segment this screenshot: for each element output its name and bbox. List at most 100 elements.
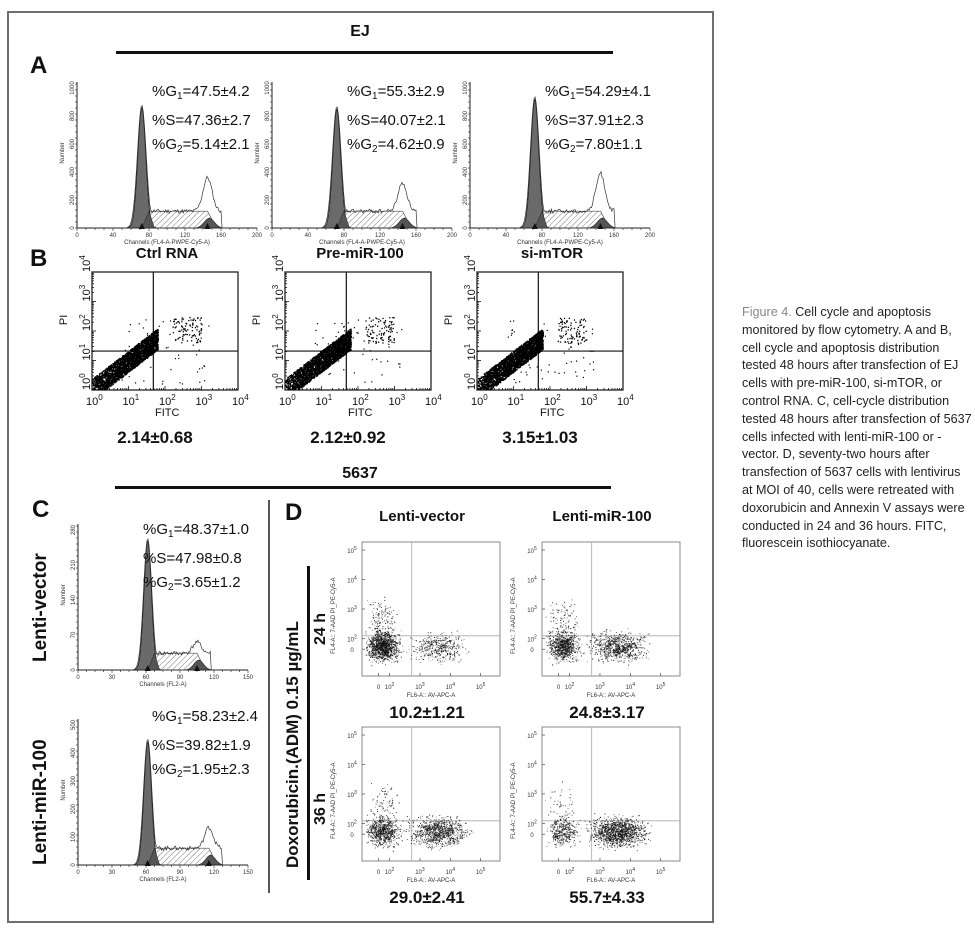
y-tick-label: 140 — [71, 594, 77, 605]
raw-histogram-outline — [318, 106, 426, 229]
y-tick-label: 0 — [71, 863, 77, 867]
stat-g2-value: =3.65±1.2 — [173, 574, 241, 591]
y-tick-label: 103 — [347, 790, 357, 799]
x-tick-label: 40 — [305, 233, 312, 239]
y-tick-label: 400 — [71, 747, 77, 758]
y-axis-label: PI — [251, 315, 263, 325]
stat-g1: %G1=48.37±1.0 — [143, 518, 249, 547]
x-tick-label: 30 — [109, 870, 116, 876]
y-tick-label: 102 — [347, 634, 357, 643]
stat-g2: %G2=5.14±2.1 — [152, 133, 251, 162]
y-axis-label: PI — [443, 315, 455, 325]
s-phase-area — [336, 210, 413, 229]
cell-cycle-histogram: 0 40 80 120 160 20002004006008001000NumberCha… — [255, 81, 458, 246]
subscript: 2 — [570, 144, 576, 155]
y-tick-label: 103 — [347, 605, 357, 614]
peak-marker — [204, 223, 211, 229]
y-tick-label: 600 — [265, 138, 271, 149]
stat-g1-value: =55.3±2.9 — [377, 83, 445, 100]
peak-marker — [138, 223, 145, 229]
column-title: Lenti-vector — [379, 508, 465, 525]
stat-g2-label: %G — [143, 574, 169, 591]
x-tick-label: 0 — [76, 870, 80, 876]
g2-peak — [184, 659, 212, 671]
y-tick-label: 600 — [463, 138, 469, 149]
subscript: 2 — [372, 144, 378, 155]
y-tick-label: 100 — [463, 373, 478, 390]
treatment-label: Doxorubicin.(ADM) 0.15 µg/mL — [283, 621, 302, 868]
subscript: 1 — [570, 91, 576, 102]
x-tick-label: 103 — [196, 393, 213, 408]
y-tick-label: 70 — [71, 631, 77, 638]
x-tick-label: 100 — [279, 393, 296, 408]
stat-g2-value: =7.80±1.1 — [575, 136, 643, 153]
stat-g1-value: =54.29±4.1 — [575, 83, 651, 100]
cell-cycle-stats: %G1=58.23±2.4 %S=39.82±1.9 %G2=1.95±2.3 — [152, 705, 258, 787]
cell-cycle-stats: %G1=54.29±4.1 %S=37.91±2.3 %G2=7.80±1.1 — [545, 80, 651, 162]
y-axis-label: Number — [60, 142, 66, 163]
y-tick-label: 200 — [265, 194, 271, 205]
x-tick-label: 0 — [557, 685, 561, 691]
stat-g1: %G1=58.23±2.4 — [152, 705, 258, 734]
group-rule-5637 — [115, 486, 611, 489]
stat-g1-value: =48.37±1.0 — [173, 521, 249, 538]
x-tick-label: 103 — [415, 682, 425, 691]
x-axis-label: Channels (FL2-A) — [139, 877, 186, 883]
panel-label-a: A — [30, 52, 48, 79]
subscript: 2 — [177, 144, 183, 155]
x-axis-label: Channels (FL4-A-PWPE-Cy5-A) — [319, 240, 405, 246]
stat-g2: %G2=3.65±1.2 — [143, 571, 249, 600]
group-rule-ej — [116, 51, 613, 54]
x-tick-label: 60 — [143, 870, 150, 876]
x-axis-label: FITC — [540, 407, 564, 419]
caption-text: Cell cycle and apoptosis monitored by fl… — [742, 305, 972, 551]
subscript: 1 — [177, 91, 183, 102]
y-tick-label: 102 — [78, 314, 93, 331]
y-axis-label: Number — [61, 584, 67, 605]
y-tick-label: 104 — [347, 576, 357, 585]
annexin-value: 29.0±2.41 — [389, 888, 465, 907]
treatment-rule — [307, 566, 310, 880]
x-tick-label: 120 — [209, 870, 220, 876]
annexin-value: 10.2±1.21 — [389, 703, 465, 722]
panel-label-d: D — [285, 499, 303, 526]
y-tick-label: 0 — [463, 226, 469, 230]
overlap-area — [141, 210, 155, 229]
y-tick-label: 1000 — [463, 81, 469, 95]
x-tick-label: 104 — [446, 682, 456, 691]
stat-s: %S=40.07±2.1 — [347, 112, 446, 129]
stat-g2-value: =1.95±2.3 — [182, 761, 250, 778]
stat-g2-value: =4.62±0.9 — [377, 136, 445, 153]
y-tick-label: 103 — [271, 284, 286, 301]
stat-g1-value: =58.23±2.4 — [182, 708, 258, 725]
stat-s: %S=47.36±2.7 — [152, 112, 251, 129]
x-tick-label: 0 — [557, 870, 561, 876]
y-tick-label: 104 — [527, 576, 537, 585]
plot-title: si-mTOR — [520, 245, 584, 262]
y-tick-label: 280 — [71, 524, 77, 535]
x-tick-label: 104 — [617, 393, 634, 408]
plot-title: Ctrl RNA — [135, 245, 199, 262]
x-tick-label: 120 — [180, 233, 191, 239]
peak-marker — [597, 223, 604, 229]
column-title: Lenti-miR-100 — [552, 508, 652, 525]
x-tick-label: 103 — [595, 867, 605, 876]
x-tick-label: 160 — [216, 233, 227, 239]
subscript: 2 — [168, 582, 174, 593]
x-tick-label: 90 — [177, 675, 184, 681]
x-axis-label: FITC — [348, 407, 372, 419]
cell-cycle-stats: %G1=47.5±4.2 %S=47.36±2.7 %G2=5.14±2.1 — [152, 80, 251, 162]
x-tick-label: 103 — [595, 682, 605, 691]
y-tick-label: 0 — [530, 648, 534, 654]
scatter-points — [366, 783, 474, 852]
x-tick-label: 105 — [476, 867, 486, 876]
y-tick-label: 0 — [350, 648, 354, 654]
overlap-area — [147, 847, 160, 866]
y-tick-label: 101 — [78, 343, 93, 360]
peak-marker — [144, 665, 151, 671]
x-tick-label: 200 — [447, 233, 458, 239]
figure-caption: Figure 4. Cell cycle and apoptosis monit… — [742, 304, 972, 553]
y-tick-label: 103 — [463, 284, 478, 301]
group-title-5637: 5637 — [342, 465, 378, 482]
